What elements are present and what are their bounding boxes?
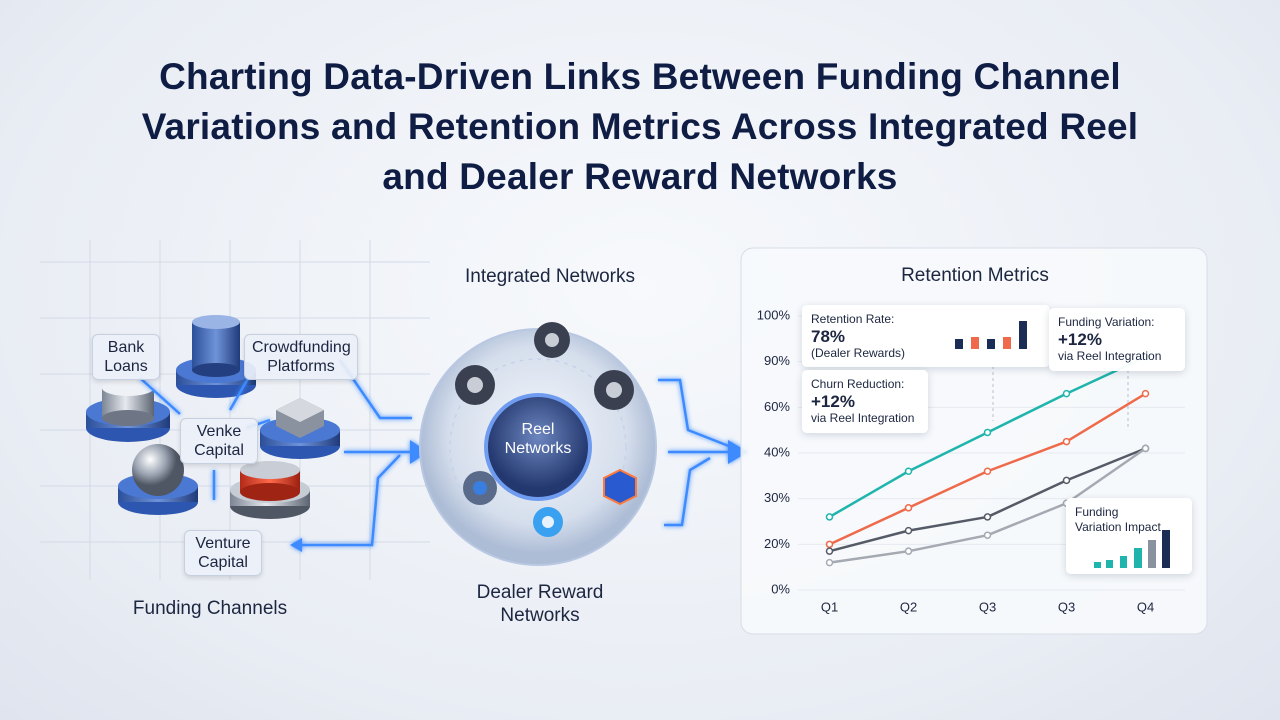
y-tick-label: 90%: [764, 353, 790, 368]
x-tick-label: Q3: [979, 599, 996, 614]
callout: Funding Variation: +12% via Reel Integra…: [1049, 308, 1185, 371]
y-tick-label: 0%: [771, 581, 790, 596]
funding-node: Venke Capital: [180, 418, 258, 464]
callout: Churn Reduction: +12% via Reel Integrati…: [802, 370, 928, 433]
callout-title: Funding Variation:: [1058, 315, 1155, 329]
callout: Retention Rate: 78% (Dealer Rewards): [802, 305, 1050, 367]
callout-title: Churn Reduction:: [811, 377, 905, 391]
callout: Funding Variation Impact: [1066, 498, 1192, 574]
x-tick-label: Q4: [1137, 599, 1154, 614]
section-label: Integrated Networks: [464, 266, 636, 287]
x-tick-label: Q3: [1058, 599, 1075, 614]
data-point: [983, 428, 992, 437]
section-label: Funding Channels: [132, 598, 288, 619]
data-point: [1141, 444, 1150, 453]
callout-value: 78%: [811, 327, 846, 346]
funding-node: Crowdfunding Platforms: [244, 334, 358, 380]
data-point: [904, 526, 913, 535]
y-tick-label: 40%: [764, 444, 790, 459]
data-point: [825, 540, 834, 549]
y-tick-label: 30%: [764, 490, 790, 505]
mini-bars: [1094, 530, 1170, 568]
data-point: [983, 513, 992, 521]
data-point: [1062, 437, 1071, 446]
callout-note: via Reel Integration: [811, 411, 915, 425]
data-point: [825, 513, 834, 521]
y-tick-label: 60%: [764, 399, 790, 414]
funding-node: Venture Capital: [184, 530, 262, 576]
data-point: [904, 504, 913, 512]
network-disc: [419, 322, 657, 566]
data-point: [904, 547, 913, 555]
data-point: [1141, 389, 1150, 398]
data-point: [825, 558, 834, 567]
section-label: Dealer Reward Networks: [476, 582, 604, 626]
funding-node: Bank Loans: [92, 334, 160, 380]
data-point: [983, 531, 992, 539]
arrowheads: [290, 440, 748, 552]
data-point: [825, 547, 834, 555]
callout-note: (Dealer Rewards): [811, 346, 906, 360]
callout-title: Funding Variation Impact: [1075, 505, 1161, 534]
data-point: [983, 467, 992, 476]
mini-bars: [955, 321, 1027, 349]
y-tick-label: 20%: [764, 536, 790, 551]
data-point: [1062, 476, 1071, 485]
callout-value: +12%: [1058, 330, 1102, 349]
data-point: [1062, 389, 1071, 398]
callout-leaders: [992, 360, 1129, 428]
page-title: Charting Data-Driven Links Between Fundi…: [141, 56, 1139, 197]
hub-label: Reel Networks: [504, 421, 572, 457]
callout-note: via Reel Integration: [1058, 349, 1162, 363]
callout-value: +12%: [811, 392, 855, 411]
chart-title: Retention Metrics: [901, 265, 1049, 286]
data-point: [904, 467, 913, 476]
callout-title: Retention Rate:: [811, 312, 895, 326]
connector-arrows: [139, 359, 745, 547]
funding-icons: [86, 315, 340, 519]
x-tick-label: Q2: [900, 599, 917, 614]
y-tick-label: 100%: [757, 307, 791, 322]
x-tick-label: Q1: [821, 599, 838, 614]
